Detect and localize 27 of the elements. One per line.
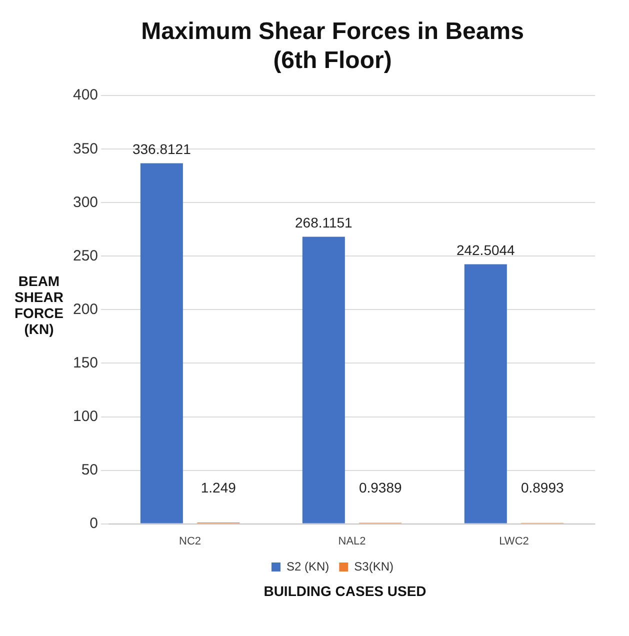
data-label: 0.8993 — [520, 480, 564, 496]
y-tick-label: 200 — [72, 300, 98, 318]
x-tick-label: NC2 — [179, 535, 202, 548]
bar — [302, 236, 345, 524]
y-tick-label: 50 — [81, 461, 98, 478]
y-tick-label: 100 — [72, 408, 98, 425]
y-tick-label: 400 — [72, 86, 98, 104]
y-tick-label: 350 — [72, 140, 98, 158]
y-tick-label: 150 — [72, 354, 98, 372]
bar — [464, 264, 507, 524]
y-axis-title: BEAM SHEAR FORCE (KN) — [13, 272, 64, 337]
y-tick-label: 0 — [90, 514, 98, 532]
data-label: 268.1151 — [294, 214, 353, 231]
data-label: 0.9389 — [358, 480, 402, 496]
bar — [140, 163, 183, 524]
y-tick-label: 300 — [72, 194, 98, 211]
x-tick-label: NAL2 — [338, 535, 366, 548]
y-tick-label: 250 — [72, 247, 98, 264]
text: (6th Floor) — [273, 46, 392, 74]
data-label: 242.5044 — [456, 242, 516, 258]
data-label: 1.249 — [200, 480, 236, 496]
data-label: 336.8121 — [132, 141, 192, 158]
text: Maximum Shear Forces in Beams — [141, 18, 524, 46]
x-tick-label: LWC2 — [499, 535, 529, 548]
x-axis-title: BUILDING CASES USED — [262, 583, 428, 599]
legend-label: S3(KN) — [354, 559, 394, 574]
legend-label: S2 (KN) — [286, 559, 330, 574]
